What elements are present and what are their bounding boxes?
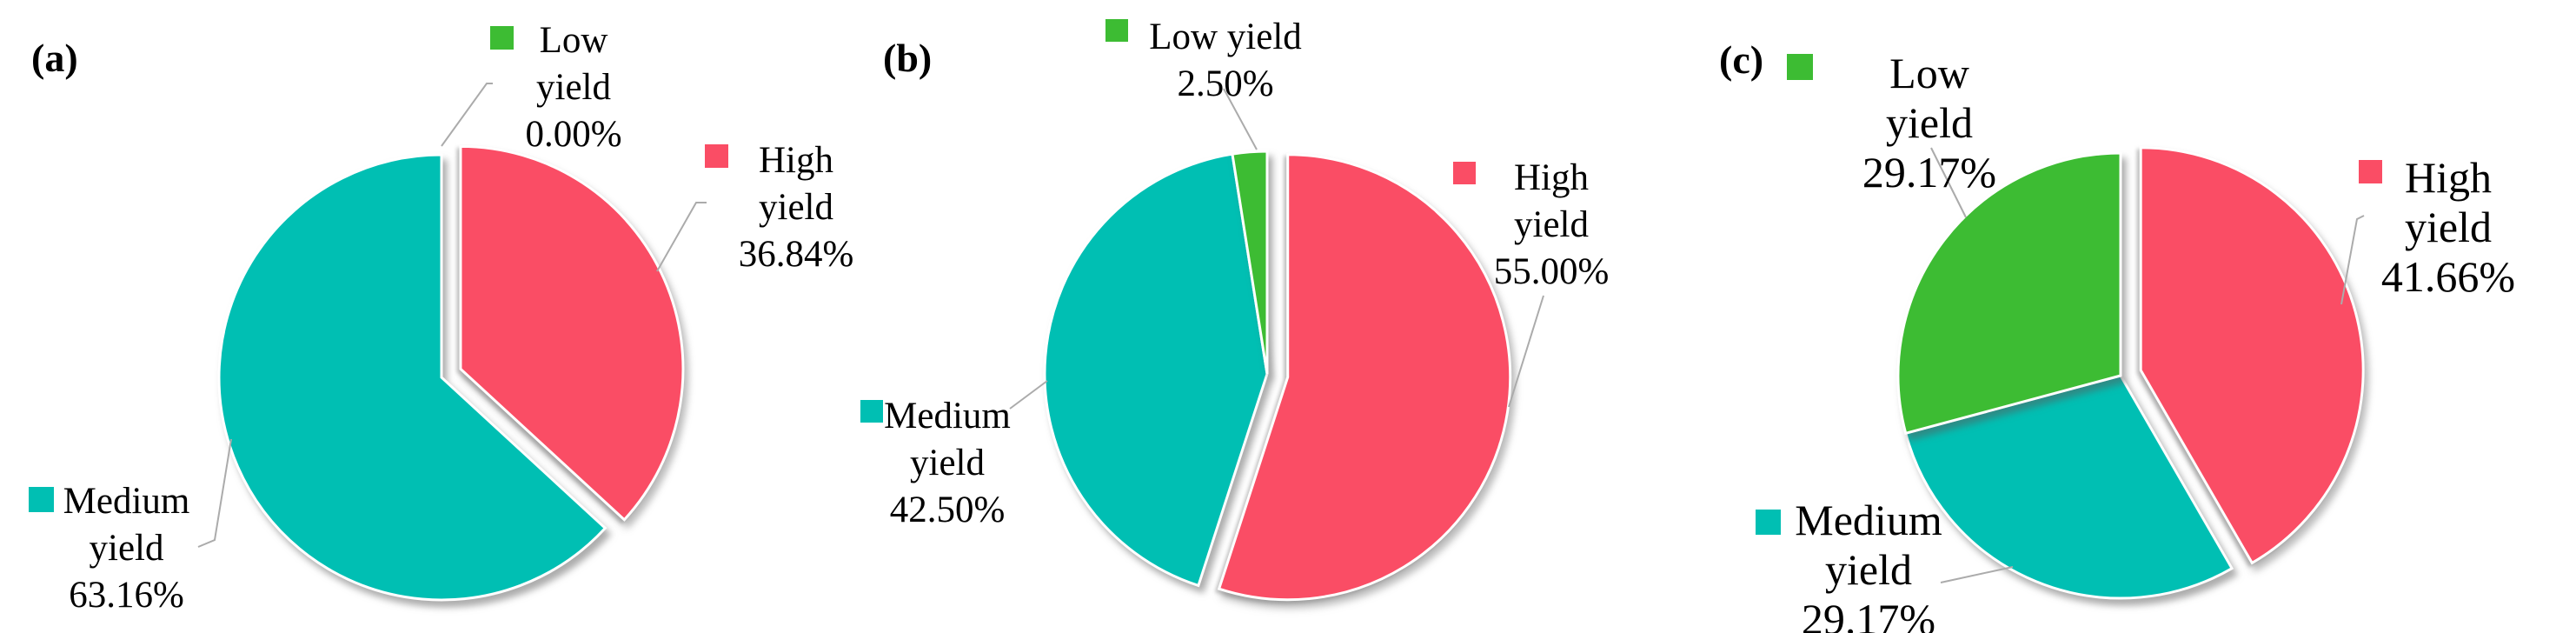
- leader-line: [1508, 295, 1544, 408]
- leader-line: [2340, 215, 2365, 305]
- legend-label-line: yield: [1514, 204, 1589, 245]
- panel-c-tag: (c): [1719, 37, 1764, 82]
- panel-b-legend-medium-yield: Medium yield 42.50%: [878, 393, 1017, 534]
- legend-value-line: 42.50%: [889, 490, 1006, 530]
- leader-line: [1009, 380, 1048, 410]
- panel-c-legend-medium-yield: Medium yield 29.17%: [1786, 496, 1951, 633]
- legend-label-line: Medium: [63, 481, 190, 522]
- leader-line: [441, 83, 493, 147]
- pie-slice-low-yield: [1896, 151, 2122, 436]
- legend-value-line: 63.16%: [69, 575, 184, 616]
- legend-label-line: yield: [910, 443, 985, 483]
- panel-a-legend-low-yield: Low yield 0.00%: [504, 17, 643, 158]
- legend-label-line: Low yield: [1886, 49, 1973, 147]
- panel-c-legend-low-yield: Low yield 29.17%: [1842, 49, 2016, 197]
- low-yield-swatch-icon: [1105, 19, 1128, 42]
- legend-label-line: Medium: [1795, 496, 1942, 544]
- pie-slice-medium-yield: [1043, 152, 1269, 588]
- high-yield-swatch-icon: [2359, 160, 2382, 183]
- legend-value-line: 2.50%: [1177, 63, 1274, 104]
- legend-label-line: yield: [89, 528, 164, 569]
- legend-label-line: Low: [539, 20, 608, 61]
- medium-yield-swatch-icon: [29, 487, 54, 512]
- pie-slice-medium-yield: [217, 153, 607, 602]
- leader-line: [1930, 147, 1967, 218]
- pie-slice-low-yield: [1231, 150, 1269, 375]
- legend-label-line: Medium: [884, 396, 1011, 436]
- pie-slice-high-yield: [1217, 153, 1512, 602]
- medium-yield-swatch-icon: [1756, 510, 1781, 535]
- panel-a-legend-medium-yield: Medium yield 63.16%: [46, 478, 207, 619]
- legend-label-line: High: [759, 140, 833, 181]
- legend-value-line: 0.00%: [525, 114, 622, 155]
- panel-b-legend-high-yield: High yield 55.00%: [1477, 155, 1625, 296]
- low-yield-swatch-icon: [1787, 54, 1813, 80]
- leader-line: [1223, 88, 1258, 150]
- pie-slice-high-yield: [2139, 146, 2365, 565]
- leader-line: [656, 202, 707, 272]
- pie-slice-medium-yield: [1903, 374, 2234, 600]
- legend-value-line: 29.17%: [1801, 595, 1936, 633]
- panel-a-tag: (a): [31, 36, 78, 80]
- high-yield-swatch-icon: [705, 144, 728, 168]
- legend-label-line: yield: [536, 67, 611, 108]
- legend-value-line: 55.00%: [1493, 251, 1610, 292]
- panel-a-legend-high-yield: High yield 36.84%: [727, 137, 866, 278]
- leader-line: [1940, 566, 2014, 583]
- legend-label-line: High: [2405, 153, 2492, 202]
- legend-label-line: High: [1514, 157, 1589, 198]
- pie-slice-high-yield: [459, 144, 685, 522]
- panel-c-legend-high-yield: High yield 41.66%: [2374, 153, 2522, 302]
- high-yield-swatch-icon: [1453, 162, 1476, 184]
- legend-value-line: 36.84%: [738, 234, 854, 275]
- legend-label-line: yield: [759, 187, 833, 228]
- leader-line: [197, 438, 232, 548]
- low-yield-swatch-icon: [490, 26, 514, 50]
- legend-value-line: 41.66%: [2380, 252, 2516, 301]
- legend-label-line: yield: [1825, 545, 1912, 594]
- legend-label-line: Low yield: [1149, 17, 1302, 57]
- panel-b-legend-low-yield: Low yield 2.50%: [1130, 14, 1321, 108]
- medium-yield-swatch-icon: [860, 400, 883, 423]
- panel-b-tag: (b): [883, 36, 933, 80]
- legend-label-line: yield: [2405, 203, 2492, 251]
- legend-value-line: 29.17%: [1862, 148, 1997, 197]
